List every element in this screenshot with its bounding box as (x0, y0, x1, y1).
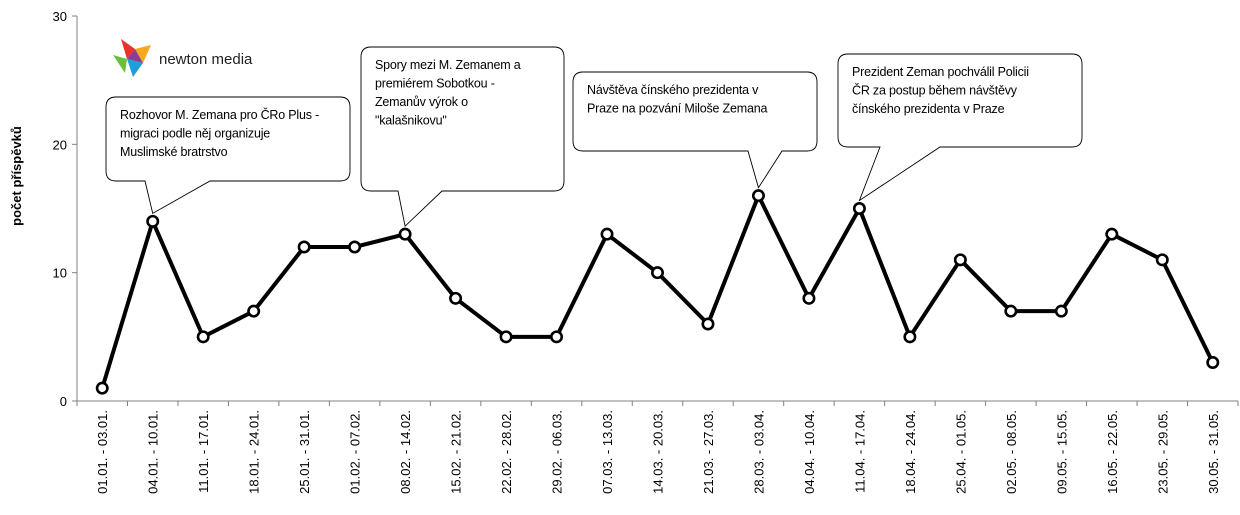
y-tick-label: 30 (53, 9, 67, 24)
callout-text-line: Muslimské bratrstvo (120, 145, 228, 159)
annotation-callout: Prezident Zeman pochválil Policii ČR za p… (837, 53, 1083, 202)
callout-text-line: premiérem Sobotkou - (375, 77, 495, 91)
y-tick-label: 0 (60, 394, 67, 409)
data-point (600, 227, 614, 241)
callout-text-line: ČR za postup během návštěvy (852, 83, 1018, 98)
x-tick-label: 04.01. - 10.01. (146, 410, 161, 494)
callout-text-line: "kalašnikovu" (375, 114, 447, 128)
chart-axes: 0 10 20 30 (53, 9, 1239, 409)
x-tick-label: 01.02. - 07.02. (348, 410, 363, 494)
data-point (852, 202, 866, 216)
x-tick-label: 09.05. - 15.05. (1054, 410, 1069, 494)
data-point (247, 304, 261, 318)
data-point (953, 253, 967, 267)
x-tick-label: 04.04. - 10.04. (802, 410, 817, 494)
x-tick-label: 14.03. - 20.03. (651, 410, 666, 494)
x-tick-label: 25.04. - 01.05. (953, 410, 968, 494)
annotation-callout: Spory mezi M. Zemanem a premiérem Sobotko… (360, 46, 565, 228)
callout-text-line: Spory mezi M. Zemanem a (375, 58, 521, 72)
callout-text-line: čínského prezidenta v Praze (852, 102, 1005, 116)
callout-box (105, 96, 351, 215)
x-tick-label: 22.02. - 28.02. (499, 410, 514, 494)
callout-text-line: migraci podle něj organizuje (120, 127, 270, 141)
callout-text-line: Prezident Zeman pochválil Policii (852, 65, 1029, 79)
x-tick-labels: 01.01. - 03.01. 04.01. - 10.01. 11.01. - 1… (95, 410, 1221, 494)
logo-mark-icon (121, 39, 135, 59)
x-tick-label: 23.05. - 29.05. (1155, 410, 1170, 494)
data-point (802, 291, 816, 305)
data-point (1155, 253, 1169, 267)
logo-text: newton media (159, 51, 253, 68)
data-point (1206, 355, 1220, 369)
data-point (499, 330, 513, 344)
callout-text-line: Návštěva čínského prezidenta v (587, 83, 759, 97)
data-point (650, 266, 664, 280)
y-axis-label: počet příspěvků (9, 126, 24, 226)
x-tick-label: 29.02. - 06.03. (550, 410, 565, 494)
x-tick-label: 01.01. - 03.01. (95, 410, 110, 494)
callout-box (837, 53, 1083, 202)
annotation-callouts: Rozhovor M. Zemana pro ČRo Plus - migraci… (105, 46, 1083, 228)
data-point (297, 240, 311, 254)
x-tick-label: 08.02. - 14.02. (398, 410, 413, 494)
y-tick-label: 10 (53, 266, 67, 281)
series-line (100, 193, 1215, 389)
data-series (95, 189, 1220, 395)
data-point (550, 330, 564, 344)
y-tick-label: 20 (53, 137, 67, 152)
x-tick-label: 16.05. - 22.05. (1105, 410, 1120, 494)
x-tick-label: 11.01. - 17.01. (196, 410, 211, 493)
x-tick-label: 25.01. - 31.01. (297, 410, 312, 494)
data-point (95, 381, 109, 395)
x-tick-label: 07.03. - 13.03. (600, 410, 615, 494)
data-point (1004, 304, 1018, 318)
x-tick-label: 15.02. - 21.02. (449, 410, 464, 494)
callout-text-line: Praze na pozvání Miloše Zemana (587, 102, 767, 116)
data-point (146, 214, 160, 228)
data-point (449, 291, 463, 305)
annotation-callout: Návštěva čínského prezidenta v Praze na p… (572, 71, 818, 189)
x-tick-label: 02.05. - 08.05. (1004, 410, 1019, 494)
data-point (1054, 304, 1068, 318)
x-tick-label: 30.05. - 31.05. (1206, 410, 1221, 494)
data-point (348, 240, 362, 254)
x-tick-label: 18.01. - 24.01. (247, 410, 262, 494)
data-point (751, 189, 765, 203)
newton-media-logo: newton media (113, 39, 253, 77)
data-point (1105, 227, 1119, 241)
x-tick-label: 18.04. - 24.04. (903, 410, 918, 494)
callout-box (360, 46, 565, 228)
x-tick-label: 28.03. - 03.04. (751, 410, 766, 494)
data-point (398, 227, 412, 241)
annotation-callout: Rozhovor M. Zemana pro ČRo Plus - migraci… (105, 96, 351, 215)
data-point (903, 330, 917, 344)
x-tick-label: 21.03. - 27.03. (701, 410, 716, 494)
callout-text-line: Zemanův výrok o (375, 95, 468, 109)
data-point (701, 317, 715, 331)
x-tick-label: 11.04. - 17.04. (852, 410, 867, 493)
callout-box (572, 71, 818, 189)
data-point (196, 330, 210, 344)
callout-text-line: Rozhovor M. Zemana pro ČRo Plus - (120, 107, 319, 122)
